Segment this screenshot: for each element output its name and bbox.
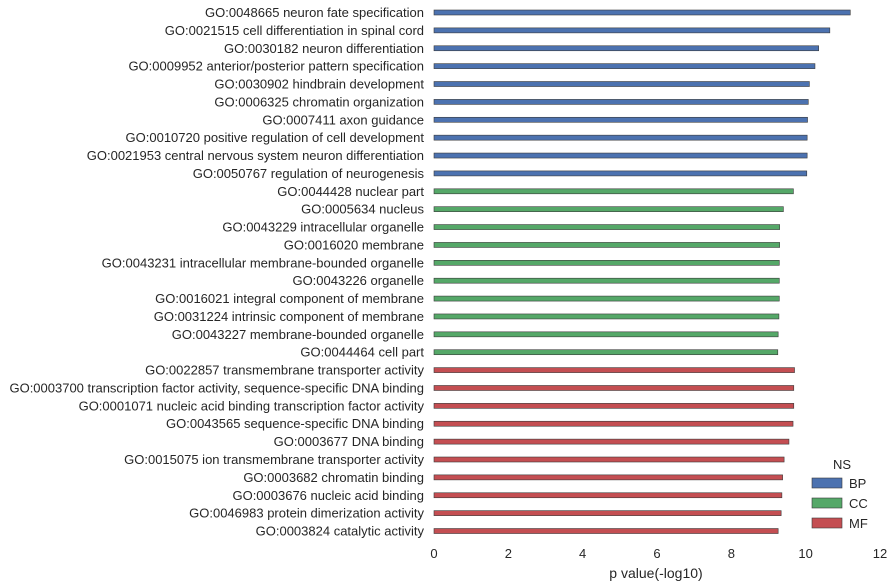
bar-16 [433, 277, 780, 284]
bar-29 [433, 510, 782, 516]
bar-9 [433, 152, 808, 159]
category-label: GO:0043226 organelle [292, 273, 424, 288]
bar-21 [433, 367, 795, 373]
bar-18 [433, 313, 780, 320]
bar-26 [433, 456, 785, 463]
x-tick-label: 10 [798, 546, 812, 561]
category-label: GO:0046983 protein dimerization activity [189, 506, 424, 521]
category-label: GO:0031224 intrinsic component of membra… [154, 309, 424, 324]
legend-swatch-cc [811, 497, 843, 509]
bar-14 [433, 242, 780, 248]
category-label: GO:0003677 DNA binding [274, 434, 424, 449]
bar-23 [433, 403, 795, 409]
category-label: GO:0044428 nuclear part [277, 184, 424, 199]
category-label: GO:0044464 cell part [300, 345, 424, 360]
category-label: GO:0043227 membrane-bounded organelle [172, 327, 424, 342]
bar-5 [433, 81, 810, 87]
bar-25 [433, 438, 790, 445]
bars-layer [433, 9, 851, 534]
legend: NS BP CC MF [811, 457, 868, 531]
category-label: GO:0030182 neuron differentiation [224, 41, 424, 56]
bar-3 [433, 45, 819, 52]
x-axis-ticks: 0 2 4 6 8 10 12 [430, 546, 887, 561]
category-label: GO:0021953 central nervous system neuron… [87, 148, 424, 163]
x-tick-label: 12 [873, 546, 887, 561]
bar-30 [433, 528, 779, 534]
bar-27 [433, 474, 783, 481]
x-axis-title: p value(-log10) [609, 565, 702, 581]
category-label: GO:0050767 regulation of neurogenesis [193, 166, 425, 181]
bar-7 [433, 116, 808, 123]
legend-items: BP CC MF [811, 476, 868, 531]
category-label: GO:0010720 positive regulation of cell d… [126, 130, 425, 145]
bar-6 [433, 99, 809, 105]
bar-24 [433, 420, 794, 427]
x-tick-label: 8 [728, 546, 735, 561]
category-label: GO:0015075 ion transmembrane transporter… [124, 452, 424, 467]
bar-22 [433, 385, 795, 391]
legend-label-mf: MF [849, 516, 868, 531]
legend-label-bp: BP [849, 476, 866, 491]
bar-13 [433, 224, 780, 230]
bar-8 [433, 134, 808, 141]
category-labels: GO:0048665 neuron fate specification GO:0… [9, 5, 424, 539]
category-label: GO:0003700 transcription factor activity… [9, 380, 424, 395]
legend-swatch-mf [811, 517, 843, 529]
category-label: GO:0001071 nucleic acid binding transcri… [79, 398, 425, 413]
bar-10 [433, 170, 808, 177]
bar-11 [433, 188, 794, 195]
bar-4 [433, 63, 816, 69]
category-label: GO:0007411 axon guidance [262, 112, 424, 127]
x-tick-label: 4 [579, 546, 586, 561]
legend-title: NS [833, 457, 851, 472]
category-label: GO:0005634 nucleus [301, 202, 424, 217]
legend-label-cc: CC [849, 496, 868, 511]
category-label: GO:0043231 intracellular membrane-bounde… [102, 255, 424, 270]
bar-20 [433, 349, 779, 356]
category-label: GO:0006325 chromatin organization [214, 94, 424, 109]
category-label: GO:0016021 integral component of membran… [155, 291, 424, 306]
category-label: GO:0043229 intracellular organelle [222, 220, 424, 235]
category-label: GO:0016020 membrane [284, 237, 424, 252]
category-label: GO:0048665 neuron fate specification [205, 5, 424, 20]
bar-2 [433, 27, 831, 34]
category-label: GO:0009952 anterior/posterior pattern sp… [128, 59, 424, 74]
category-label: GO:0003824 catalytic activity [256, 524, 425, 539]
bar-15 [433, 260, 780, 266]
category-label: GO:0021515 cell differentiation in spina… [165, 23, 424, 38]
bar-12 [433, 206, 784, 212]
category-label: GO:0043565 sequence-specific DNA binding [166, 416, 424, 431]
bar-17 [433, 295, 780, 302]
category-label: GO:0022857 transmembrane transporter act… [145, 363, 424, 378]
category-label: GO:0030902 hindbrain development [214, 77, 424, 92]
category-label: GO:0003676 nucleic acid binding [232, 488, 424, 503]
category-label: GO:0003682 chromatin binding [243, 470, 424, 485]
bar-19 [433, 331, 779, 338]
bar-28 [433, 492, 783, 499]
x-tick-label: 6 [653, 546, 660, 561]
bar-1 [433, 9, 851, 16]
x-tick-label: 0 [430, 546, 437, 561]
legend-swatch-bp [811, 477, 843, 489]
x-tick-label: 2 [505, 546, 512, 561]
